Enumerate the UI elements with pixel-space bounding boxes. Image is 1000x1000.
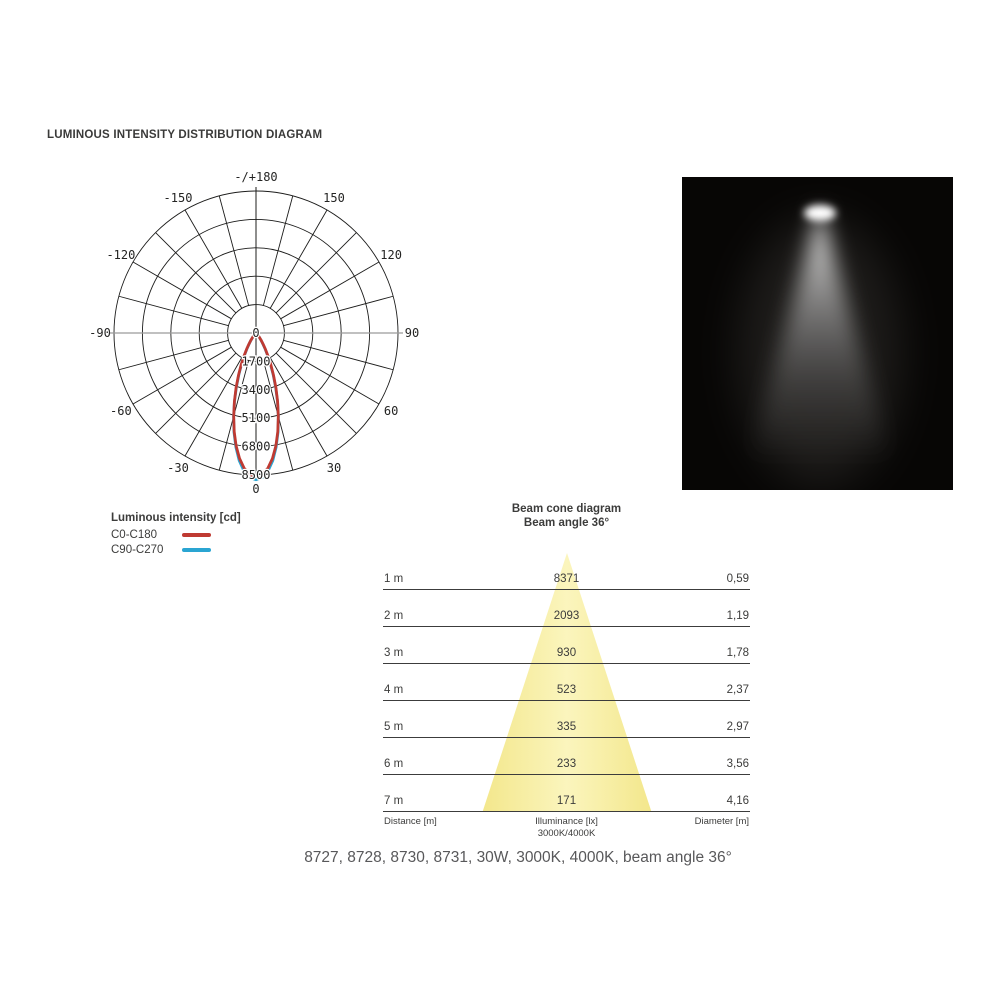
- radial-tick-label: 0: [252, 326, 259, 340]
- legend-label: C90-C270: [111, 543, 164, 556]
- angle-label: -30: [167, 461, 189, 475]
- beam-angle-subtitle: Beam angle 36°: [523, 517, 610, 529]
- curve-C0-C180: [232, 333, 280, 479]
- angle-label: 30: [327, 461, 341, 475]
- beam-photo: [682, 177, 953, 490]
- red-line-swatch: [182, 532, 211, 537]
- illuminance-value: 233: [556, 758, 577, 770]
- angle-label: 150: [323, 191, 345, 205]
- diameter-value: 0,59: [726, 573, 749, 585]
- illuminance-value: 2093: [553, 610, 580, 622]
- angle-label: -60: [110, 404, 132, 418]
- page-title: LUMINOUS INTENSITY DISTRIBUTION DIAGRAM: [47, 129, 323, 141]
- beam-table-row: 6 m 233 3,56: [383, 737, 750, 775]
- polar-chart-svg: -/+180 -150 150 -120 120 -90 90 -60 60 -30 30 0 0 170…: [89, 170, 419, 496]
- distance-value: 6 m: [384, 758, 404, 770]
- radial-tick-label: 6800: [242, 440, 271, 454]
- radial-tick-label: 3400: [242, 383, 271, 397]
- distance-value: 1 m: [384, 573, 404, 585]
- angle-label: -/+180: [234, 170, 277, 184]
- distance-value: 3 m: [384, 647, 404, 659]
- radial-tick-label: 1700: [242, 354, 271, 368]
- angle-label: -120: [106, 248, 135, 262]
- beam-table-row: 5 m 335 2,97: [383, 700, 750, 738]
- luminous-intensity-polar-chart: -/+180 -150 150 -120 120 -90 90 -60 60 -30 30 0 0 170…: [86, 166, 426, 506]
- light-source-hotspot: [804, 205, 836, 221]
- illuminance-value: 930: [556, 647, 577, 659]
- distance-value: 4 m: [384, 684, 404, 696]
- legend-item-c0-c180: C0-C180: [111, 527, 241, 542]
- illuminance-value: 335: [556, 721, 577, 733]
- illuminance-column-header: Illuminance [lx] 3000K/4000K: [535, 816, 598, 839]
- diameter-value: 3,56: [726, 758, 749, 770]
- distance-value: 2 m: [384, 610, 404, 622]
- beam-cone-table: 1 m 8371 0,59 2 m 2093 1,19 3 m 930 1,78 4 m 523 2,…: [383, 552, 750, 812]
- beam-table-row: 1 m 8371 0,59: [383, 552, 750, 590]
- diameter-value: 4,16: [726, 795, 749, 807]
- diameter-value: 1,19: [726, 610, 749, 622]
- beam-table-row: 2 m 2093 1,19: [383, 589, 750, 627]
- beam-table-row: 7 m 171 4,16: [383, 774, 750, 812]
- distance-value: 5 m: [384, 721, 404, 733]
- light-beam-cone: [748, 207, 892, 462]
- angle-label: -150: [164, 191, 193, 205]
- distance-value: 7 m: [384, 795, 404, 807]
- product-caption: 8727, 8728, 8730, 8731, 30W, 3000K, 4000…: [304, 849, 732, 866]
- beam-photo-svg: [682, 177, 953, 490]
- beam-cone-svg: [482, 553, 652, 811]
- beam-cone-title: Beam cone diagram: [511, 503, 622, 515]
- diameter-value: 2,97: [726, 721, 749, 733]
- radial-tick-label: 8500: [242, 468, 271, 482]
- legend-heading: Luminous intensity [cd]: [111, 512, 241, 524]
- legend-item-c90-c270: C90-C270: [111, 542, 241, 557]
- beam-table-row: 3 m 930 1,78: [383, 626, 750, 664]
- legend-label: C0-C180: [111, 528, 158, 541]
- beam-cone-table-footer: Distance [m] Illuminance [lx] 3000K/4000…: [383, 816, 750, 842]
- angle-label: 60: [384, 404, 398, 418]
- beam-cone-heading: Beam cone diagram Beam angle 36°: [383, 502, 750, 530]
- beam-table-row: 4 m 523 2,37: [383, 663, 750, 701]
- blue-line-swatch: [182, 547, 211, 552]
- radial-tick-label: 5100: [242, 411, 271, 425]
- angle-label: -90: [89, 326, 111, 340]
- legend: Luminous intensity [cd] C0-C180 C90-C270: [111, 512, 241, 557]
- polar-grid: [109, 187, 403, 479]
- illuminance-value: 171: [556, 795, 577, 807]
- distance-column-header: Distance [m]: [384, 816, 437, 827]
- illuminance-value: 523: [556, 684, 577, 696]
- illuminance-value: 8371: [553, 573, 580, 585]
- diameter-column-header: Diameter [m]: [694, 816, 749, 827]
- angle-label: 90: [405, 326, 419, 340]
- angle-label: 120: [380, 248, 402, 262]
- yellow-beam-cone: [482, 553, 652, 811]
- diameter-value: 1,78: [726, 647, 749, 659]
- angle-label: 0: [252, 482, 259, 496]
- diameter-value: 2,37: [726, 684, 749, 696]
